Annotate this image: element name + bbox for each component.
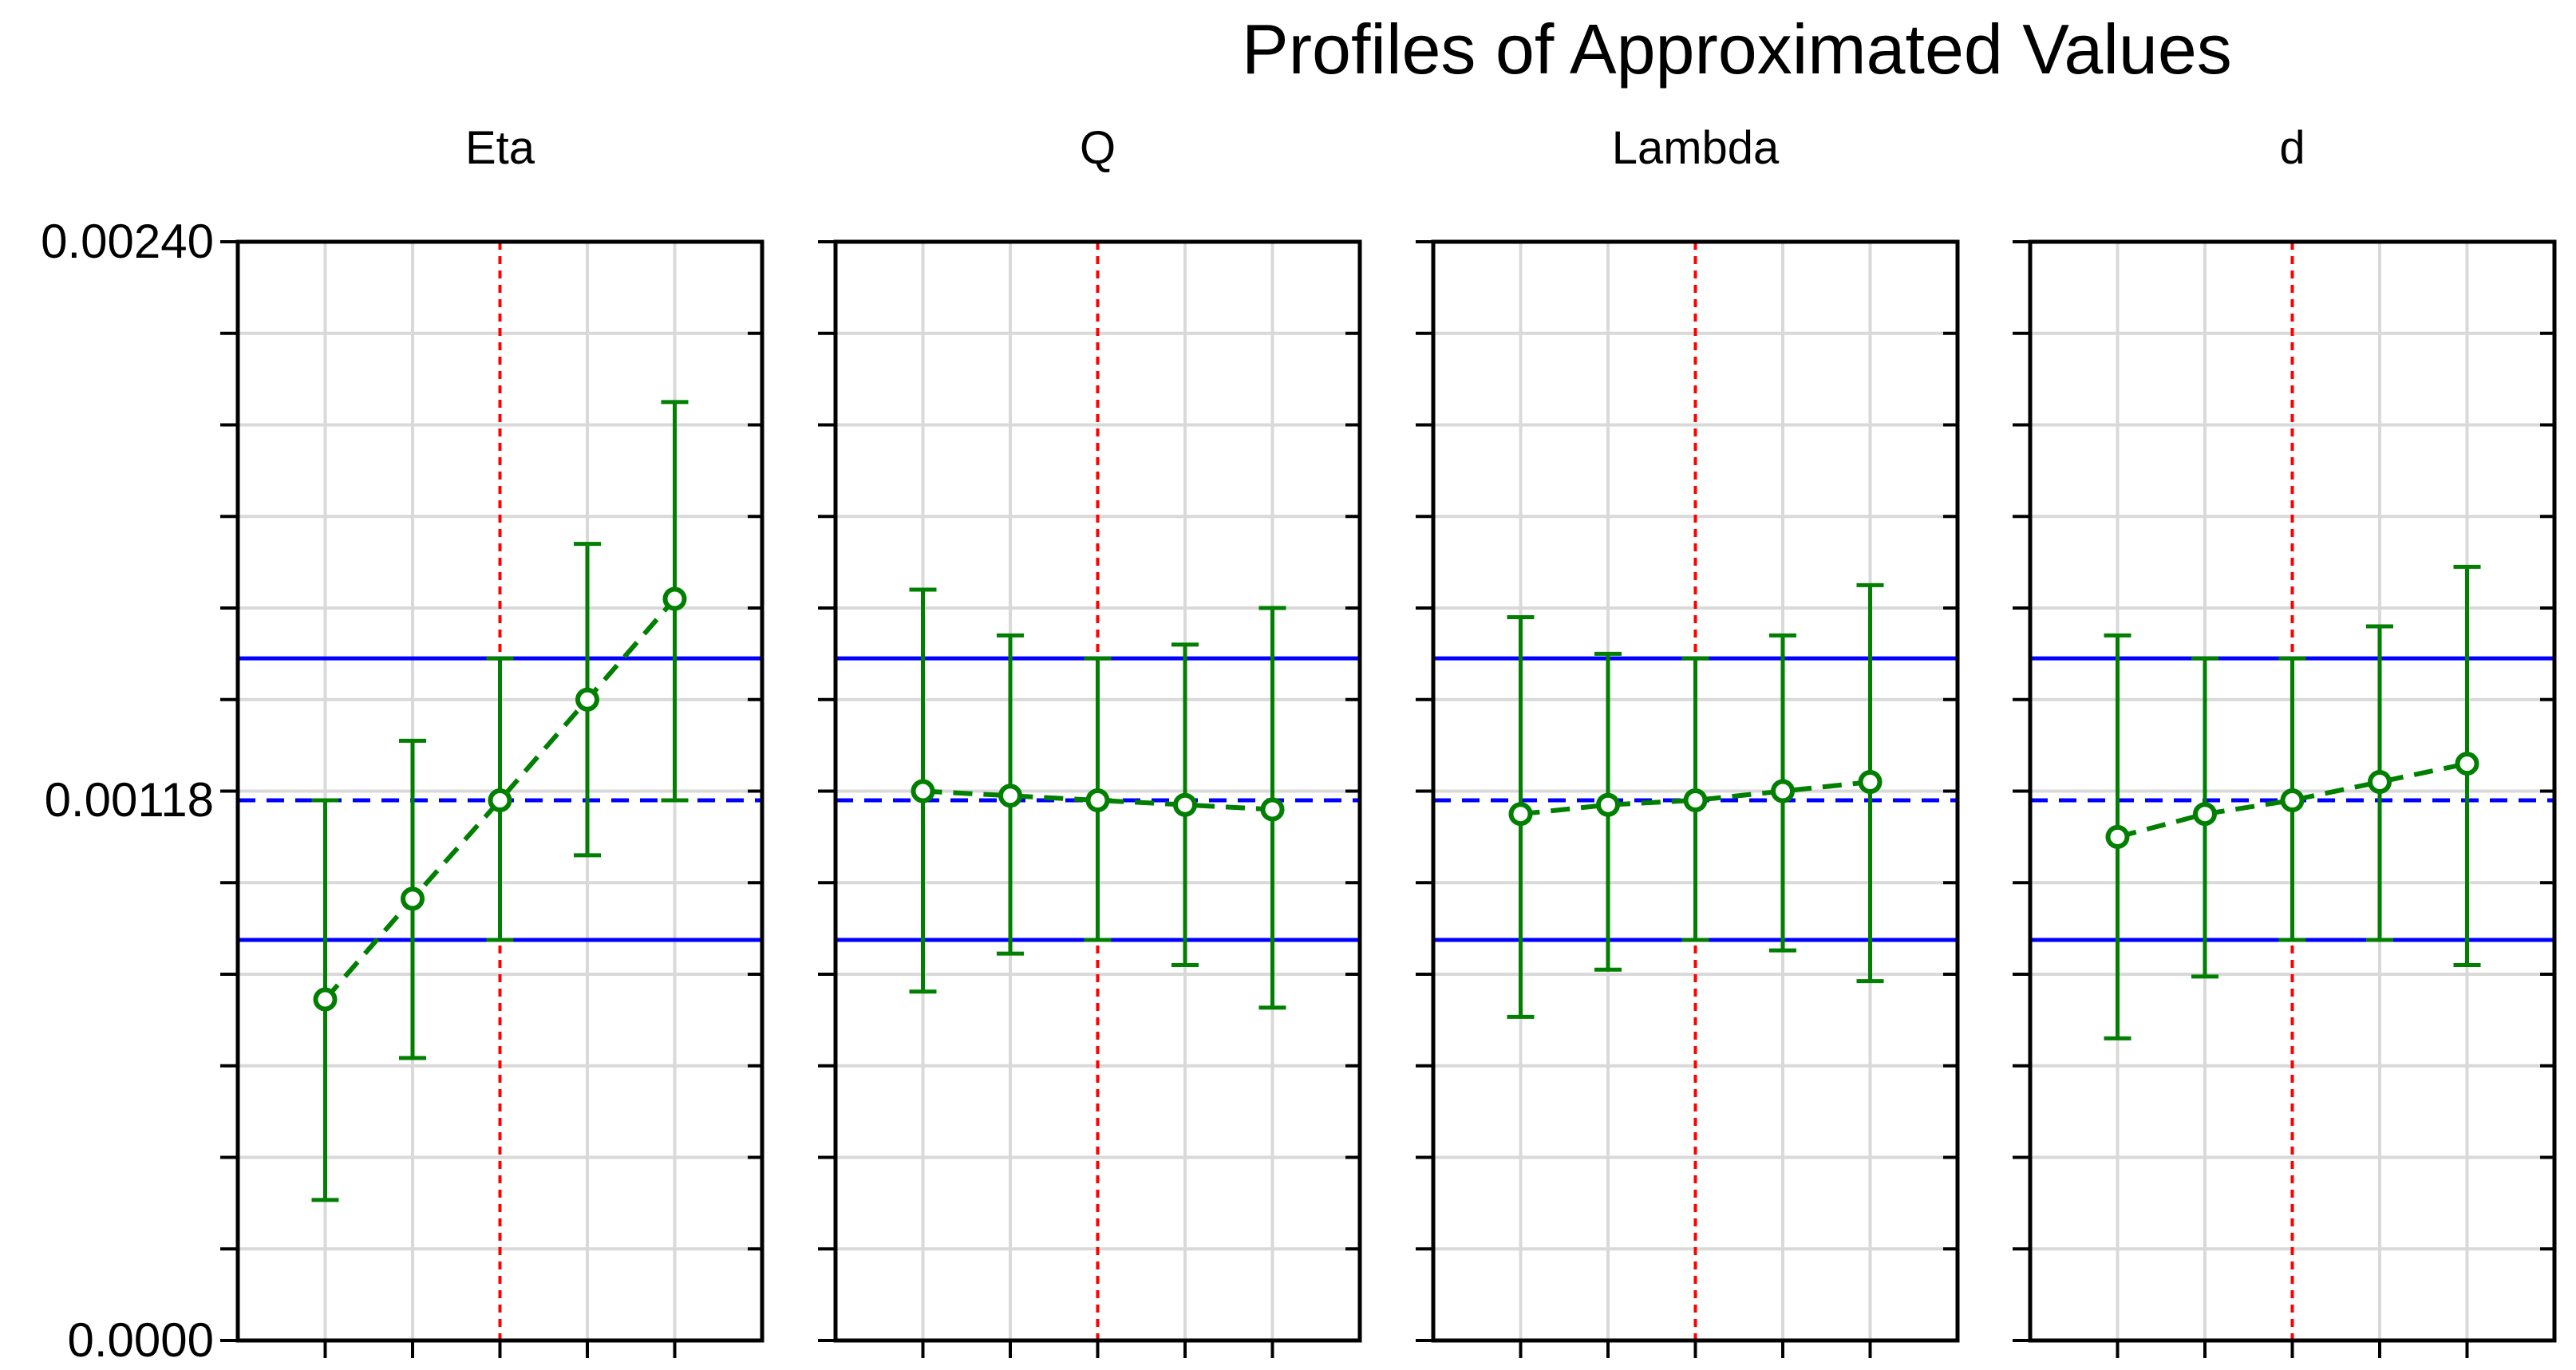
data-point xyxy=(1173,792,1197,817)
panel-title: Q xyxy=(1080,122,1116,174)
data-point xyxy=(313,987,338,1012)
profile-line xyxy=(323,597,677,1001)
data-point xyxy=(998,784,1022,808)
data-point xyxy=(1596,792,1620,817)
data-point xyxy=(1260,797,1285,822)
y-tick-label: 0.0000 xyxy=(67,1313,214,1367)
data-point xyxy=(1858,770,1883,795)
data-point xyxy=(1508,802,1533,827)
data-point xyxy=(488,788,512,812)
data-point xyxy=(662,586,687,611)
data-point xyxy=(575,687,599,712)
data-point xyxy=(2280,788,2305,812)
data-point xyxy=(1683,788,1708,812)
data-point xyxy=(401,886,425,911)
data-point xyxy=(1085,788,1110,812)
data-point xyxy=(2105,824,2130,849)
panel-title: Lambda xyxy=(1612,122,1780,174)
y-tick-label: 0.00118 xyxy=(45,773,214,827)
data-point xyxy=(2193,802,2217,827)
data-point xyxy=(911,779,935,803)
panel-title: Eta xyxy=(465,122,535,174)
profile-line xyxy=(923,788,1273,812)
data-point xyxy=(1771,779,1795,803)
y-tick-label: 0.00240 xyxy=(41,215,214,268)
data-point xyxy=(2368,770,2392,795)
panel-title: d xyxy=(2279,122,2305,174)
chart-title: Profiles of Approximated Values xyxy=(1242,10,2232,89)
data-point xyxy=(2455,752,2479,776)
